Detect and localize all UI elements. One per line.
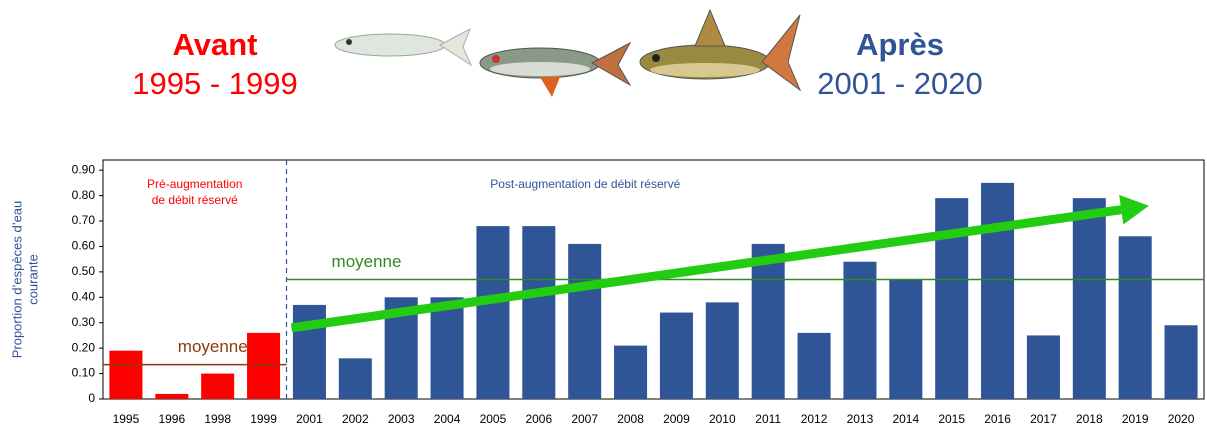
region-label: Post-augmentation de débit réservé: [490, 177, 680, 191]
fish: [334, 27, 473, 67]
bar: [476, 226, 510, 399]
bar: [1118, 236, 1152, 399]
bar: [705, 302, 739, 399]
y-tick-label: 0.10: [72, 366, 96, 380]
x-tick-label: 2020: [1168, 412, 1195, 426]
y-axis-label: courante: [25, 254, 40, 305]
x-tick-label: 2011: [755, 412, 781, 426]
y-tick-label: 0.40: [72, 289, 96, 303]
bar: [843, 261, 877, 399]
mean-label: moyenne: [178, 337, 248, 356]
bar: [247, 332, 281, 399]
x-tick-label: 2005: [480, 412, 507, 426]
x-tick-label: 2013: [847, 412, 874, 426]
bar: [751, 243, 785, 399]
x-tick-label: 2010: [709, 412, 736, 426]
mean-label: moyenne: [332, 252, 402, 271]
period-title: Avant: [173, 27, 258, 62]
bar: [614, 345, 648, 399]
bar: [109, 350, 143, 399]
x-tick-label: 2006: [525, 412, 552, 426]
trend-arrow-shaft: [290, 205, 1122, 333]
y-tick-label: 0.60: [72, 239, 96, 253]
y-tick-label: 0.50: [72, 264, 96, 278]
x-tick-label: 2002: [342, 412, 369, 426]
bar: [201, 373, 235, 399]
x-tick-label: 2015: [938, 412, 965, 426]
y-tick-label: 0.80: [72, 188, 96, 202]
bar: [292, 304, 326, 399]
bar: [430, 297, 464, 399]
period-range: 1995 - 1999: [132, 66, 297, 101]
y-tick-label: 0.20: [72, 340, 96, 354]
x-tick-label: 2001: [296, 412, 323, 426]
x-tick-label: 2007: [571, 412, 598, 426]
x-tick-label: 1996: [158, 412, 185, 426]
y-tick-label: 0.30: [72, 315, 96, 329]
bar: [659, 312, 693, 399]
bar: [522, 226, 556, 399]
y-axis-label: Proportion d’espèces d’eau: [9, 201, 24, 359]
fish-illustrations: [334, 8, 802, 97]
bar: [1164, 325, 1198, 399]
bar: [1072, 198, 1106, 399]
region-label: de débit réservé: [152, 193, 238, 207]
x-tick-label: 2016: [984, 412, 1011, 426]
bar: [568, 243, 602, 399]
x-tick-label: 1995: [113, 412, 140, 426]
y-tick-label: 0.90: [72, 162, 96, 176]
x-tick-label: 2004: [434, 412, 461, 426]
x-tick-label: 2008: [617, 412, 644, 426]
x-tick-label: 2012: [801, 412, 828, 426]
bar: [155, 393, 189, 399]
region-label: Pré-augmentation: [147, 177, 242, 191]
x-tick-label: 2017: [1030, 412, 1057, 426]
fish: [479, 41, 632, 97]
bar: [338, 358, 372, 399]
y-tick-label: 0.70: [72, 213, 96, 227]
x-tick-label: 2018: [1076, 412, 1103, 426]
x-tick-label: 2019: [1122, 412, 1149, 426]
period-range: 2001 - 2020: [817, 66, 982, 101]
trend-arrow-head: [1119, 194, 1149, 225]
bar: [889, 279, 923, 399]
bar: [797, 332, 831, 399]
fish: [639, 8, 802, 92]
x-tick-label: 2003: [388, 412, 415, 426]
x-tick-label: 2014: [892, 412, 919, 426]
period-title: Après: [856, 27, 944, 62]
y-tick-label: 0: [88, 391, 95, 405]
x-tick-label: 1998: [204, 412, 231, 426]
bar: [1026, 335, 1060, 399]
x-tick-label: 2009: [663, 412, 690, 426]
bar: [981, 182, 1015, 399]
x-tick-label: 1999: [250, 412, 277, 426]
